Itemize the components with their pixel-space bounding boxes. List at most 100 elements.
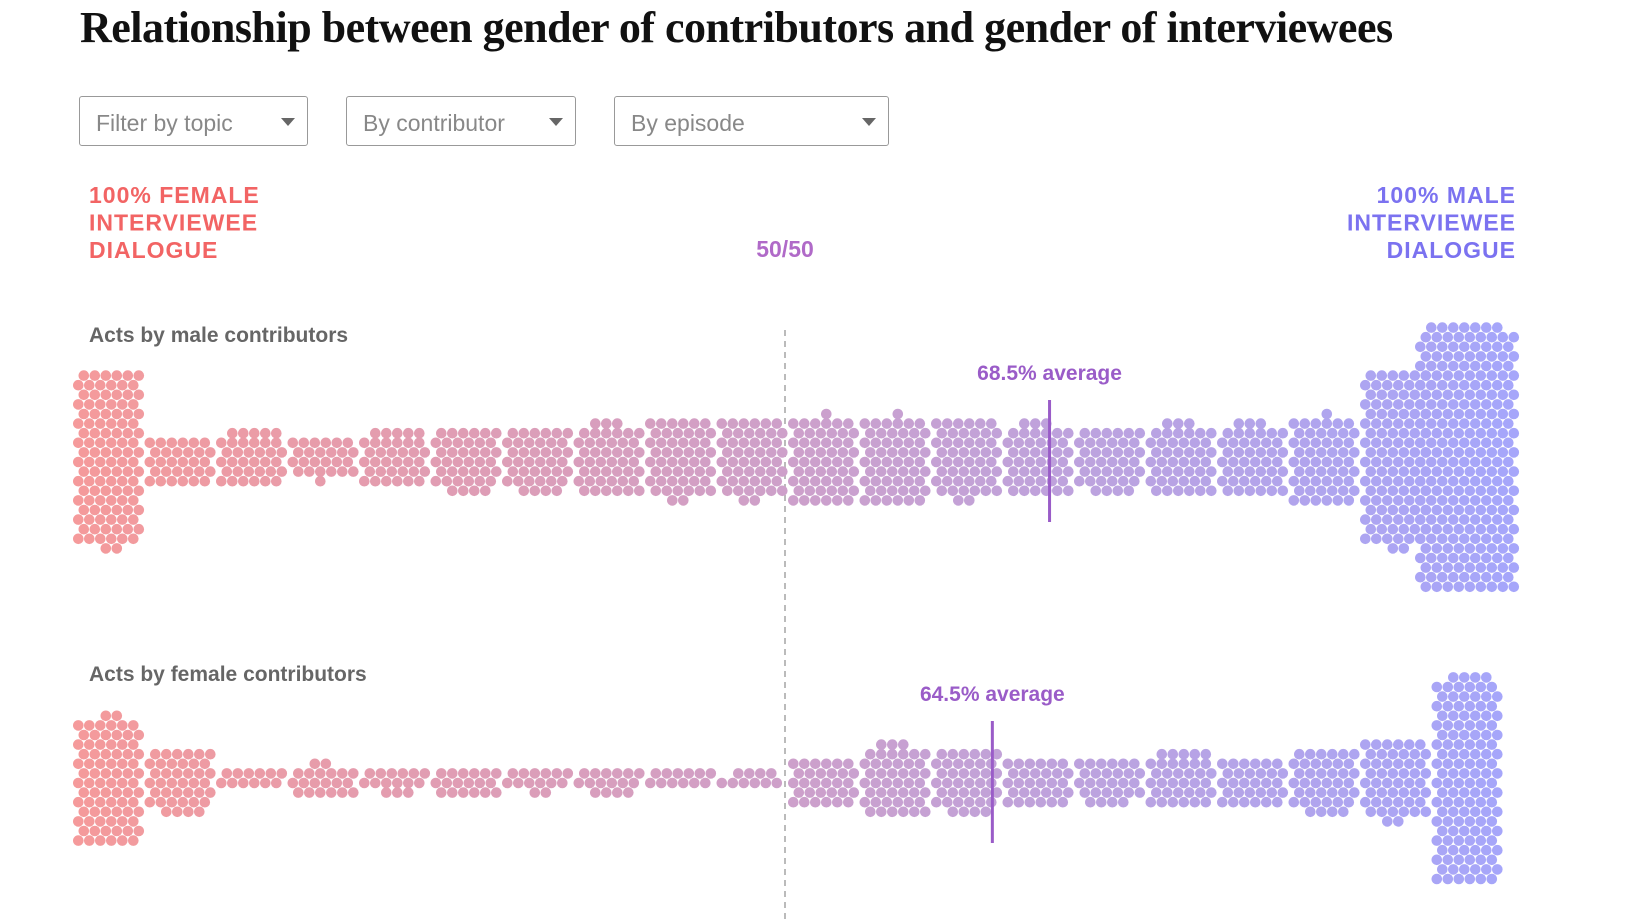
act-dot [744, 447, 755, 458]
act-dot [100, 370, 112, 381]
act-dot [1321, 758, 1333, 770]
act-dot [958, 787, 970, 798]
act-dot [799, 495, 810, 506]
act-dot [1052, 447, 1063, 458]
act-dot [722, 447, 733, 458]
act-dot [920, 427, 931, 439]
act-dot [1420, 427, 1432, 439]
act-dot [403, 427, 414, 439]
act-dot [535, 437, 546, 449]
act-dot [667, 495, 678, 506]
act-dot [265, 768, 277, 779]
act-dot [942, 475, 953, 487]
act-dot [436, 427, 447, 439]
act-dot [1404, 777, 1415, 789]
act-dot [1393, 514, 1404, 525]
act-dot [216, 456, 227, 468]
act-dot [540, 768, 552, 779]
act-dot [1448, 418, 1459, 429]
act-dot [887, 427, 898, 439]
act-dot [1101, 485, 1113, 497]
act-dot [155, 456, 167, 468]
act-dot [738, 777, 750, 789]
act-dot [1365, 806, 1377, 818]
average-label: 68.5% average [977, 362, 1122, 385]
act-dot [1503, 379, 1514, 391]
act-dot [595, 456, 607, 468]
contributor-filter[interactable]: By contributor [346, 96, 576, 146]
act-dot [821, 408, 832, 420]
episode-filter[interactable]: By episode [614, 96, 889, 146]
act-dot [1459, 552, 1470, 564]
act-dot [348, 768, 359, 779]
act-dot [161, 806, 172, 818]
act-dot [183, 768, 194, 779]
act-dot [656, 437, 667, 449]
act-dot [227, 437, 238, 449]
act-dot [788, 456, 799, 468]
act-dot [1079, 787, 1091, 798]
act-dot [876, 748, 887, 760]
act-dot [177, 475, 189, 487]
act-dot [1321, 475, 1333, 487]
act-dot [914, 475, 926, 487]
act-dot [1503, 475, 1514, 487]
act-dot [260, 777, 271, 789]
act-dot [887, 447, 898, 458]
act-dot [689, 777, 700, 789]
act-dot [1371, 796, 1382, 808]
act-dot [95, 418, 106, 429]
act-dot [469, 485, 480, 497]
act-dot [441, 475, 453, 487]
topic-filter[interactable]: Filter by topic [79, 96, 308, 146]
act-dot [320, 777, 332, 789]
act-dot [1277, 466, 1289, 477]
act-dot [1288, 777, 1300, 789]
act-dot [738, 475, 750, 487]
act-dot [1459, 514, 1470, 525]
act-dot [106, 816, 117, 827]
act-dot [920, 447, 931, 458]
act-dot [1459, 418, 1470, 429]
act-dot [436, 768, 447, 779]
act-dot [1481, 571, 1492, 583]
act-dot [1475, 758, 1487, 770]
act-dot [980, 806, 992, 818]
act-dot [73, 835, 84, 846]
act-dot [287, 777, 299, 789]
act-dot [1327, 466, 1338, 477]
act-dot [815, 447, 827, 458]
act-dot [100, 748, 112, 760]
act-dot [645, 777, 656, 789]
act-dot [73, 533, 84, 545]
act-dot [1387, 485, 1399, 497]
act-dot [1426, 379, 1437, 391]
act-dot [1046, 796, 1058, 808]
act-dot [1244, 447, 1256, 458]
act-dot [177, 796, 189, 808]
act-dot [1316, 748, 1327, 760]
act-dot [100, 427, 112, 439]
act-dot [540, 447, 552, 458]
act-dot [826, 447, 838, 458]
act-dot [843, 495, 854, 506]
act-dot [837, 447, 849, 458]
act-dot [1371, 379, 1382, 391]
act-dot [683, 427, 695, 439]
act-dot [1470, 399, 1481, 410]
act-dot [865, 427, 876, 439]
act-dot [1470, 456, 1481, 468]
act-dot [1453, 351, 1465, 362]
act-dot [716, 475, 728, 487]
act-dot [491, 768, 502, 779]
act-dot [232, 466, 244, 477]
act-dot [1173, 787, 1184, 798]
act-dot [133, 748, 145, 760]
act-dot [1431, 758, 1443, 770]
act-dot [337, 768, 348, 779]
act-dot [689, 418, 700, 429]
act-dot [1492, 787, 1503, 798]
act-dot [1310, 418, 1322, 429]
act-dot [1492, 341, 1503, 353]
act-dot [513, 456, 524, 468]
